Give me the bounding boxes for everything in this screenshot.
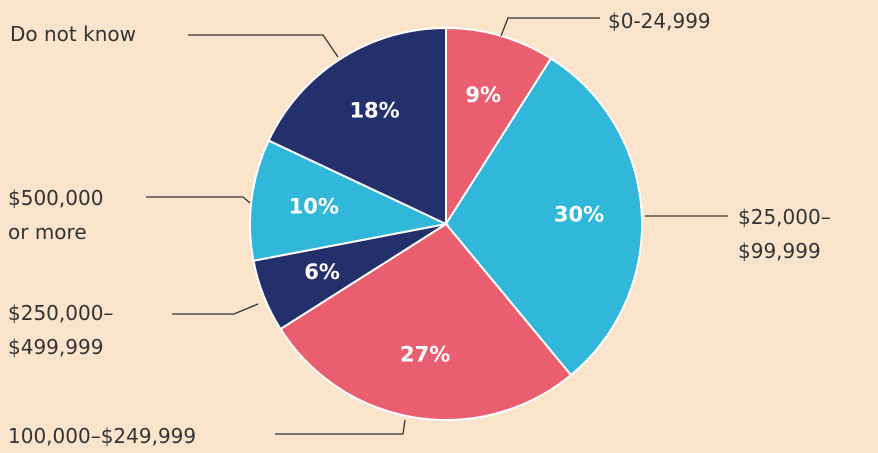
pie-slice — [267, 26, 447, 226]
slice-label: 10% — [289, 194, 339, 218]
pie-slice — [444, 57, 643, 377]
leader-line — [500, 17, 600, 37]
category-label: $250,000–$499,999 — [8, 301, 114, 359]
leader-line — [275, 419, 406, 435]
pie-slice — [249, 139, 450, 262]
slice-label: 6% — [304, 260, 340, 284]
category-label: $0-24,999 — [608, 9, 711, 33]
pie-slice — [279, 222, 573, 421]
slice-label: 27% — [400, 343, 450, 367]
category-label: $500,000 or more — [8, 186, 104, 244]
slice-label: 9% — [465, 83, 501, 107]
leader-line — [172, 303, 259, 315]
category-label: 100,000–$249,999 — [8, 424, 197, 448]
slice-label: 30% — [554, 203, 604, 227]
slice-label: 18% — [349, 98, 399, 122]
category-label: Do not know — [10, 22, 136, 46]
leader-line — [188, 34, 339, 58]
leader-line — [146, 196, 251, 204]
category-label: $25,000–$99,999 — [738, 205, 831, 263]
